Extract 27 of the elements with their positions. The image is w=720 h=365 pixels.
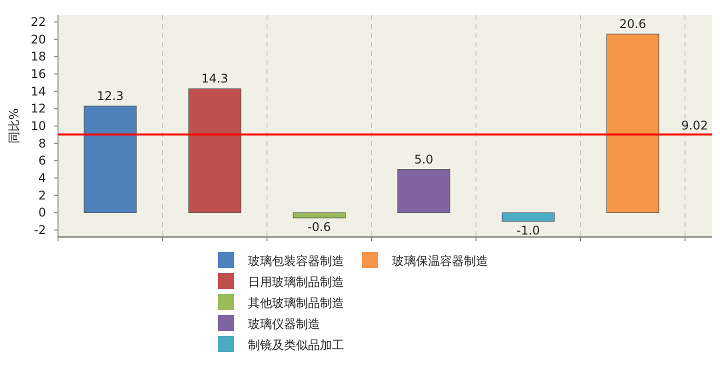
y-tick-label: 14 [30, 84, 46, 98]
y-tick-label: 0 [38, 206, 46, 220]
data-label: 5.0 [414, 152, 434, 166]
data-label: -0.6 [308, 220, 331, 234]
y-tick-label: 22 [30, 14, 46, 29]
legend-label: 其他玻璃制品制造 [248, 296, 344, 310]
y-tick-label: 4 [38, 171, 46, 186]
data-label: 12.3 [96, 89, 124, 104]
data-label: -1.0 [516, 223, 540, 238]
y-tick-label: 20 [30, 32, 46, 46]
y-axis-title: 同比% [7, 108, 21, 144]
legend-label: 日用玻璃制品制造 [248, 275, 344, 289]
y-tick-label: 8 [38, 136, 46, 150]
legend-label: 制镜及类似品加工 [248, 338, 344, 352]
y-tick-label: 18 [30, 50, 46, 64]
y-tick-label: 10 [30, 119, 46, 133]
y-tick-label: -2 [34, 223, 46, 238]
legend-label: 玻璃包装容器制造 [248, 254, 344, 268]
data-label: 14.3 [201, 72, 228, 86]
data-label: 20.6 [619, 17, 646, 32]
legend-label: 玻璃仪器制造 [248, 317, 320, 331]
y-tick-label: 16 [30, 66, 46, 81]
y-tick-label: 2 [38, 188, 46, 202]
y-tick-label: 12 [30, 102, 46, 116]
legend-label: 玻璃保温容器制造 [392, 254, 488, 268]
ref-line-label: 9.02 [681, 118, 708, 132]
y-tick-label: 6 [38, 154, 46, 168]
